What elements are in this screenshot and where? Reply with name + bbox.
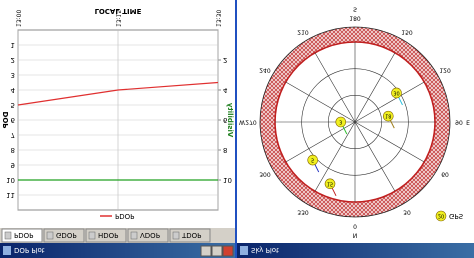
tab-icon [4,231,12,240]
azimuth-line [285,81,356,123]
azimuth-line [285,121,356,163]
compass-label: W [239,119,245,126]
maximize-button[interactable] [211,245,223,257]
x-tick-label: 13:00 [15,10,22,27]
compass-label: S [353,6,357,13]
chart-title: LOCAL TIME [95,7,142,15]
y-tick-label: 11 [6,191,15,199]
satellite-id: 30 [393,89,399,95]
y-tick-label: 8 [11,146,15,154]
satellite-id: 5 [311,157,314,163]
y-axis-label: DOP [2,112,10,129]
satellite[interactable] [391,87,402,99]
legend-symbol-text: 20 [438,213,444,219]
azimuth-label: 240 [259,67,271,74]
y-tick-label: 6 [11,116,16,124]
y2-tick-label: 8 [223,146,227,154]
satellite-id: 3 [339,119,342,125]
y-tick-label: 7 [11,131,15,139]
azimuth-label: 210 [297,28,309,35]
divider [235,0,237,258]
satellite[interactable] [307,154,319,166]
tab-icon [172,231,180,240]
satellite[interactable] [382,110,394,122]
azimuth-label: 300 [259,171,271,178]
tab-icon [46,231,54,240]
tab-icon [88,231,96,240]
y-tick-label: 2 [11,56,15,64]
azimuth-line [314,52,356,123]
title-bar [237,243,474,258]
y2-axis-label: Visibility [226,102,234,137]
y2-tick-label: 2 [223,56,227,64]
azimuth-line [354,121,396,192]
chart-panel [0,0,235,228]
tab[interactable] [1,228,43,243]
tab-label: VDOP [140,231,160,239]
satellite[interactable] [335,116,347,128]
satellite[interactable] [324,178,336,190]
y2-tick-label: 10 [223,176,232,184]
tab-label: HDOP [98,231,118,239]
x-tick-label: 13:30 [215,10,222,27]
y2-tick-label: 6 [223,116,228,124]
icon [3,246,11,255]
azimuth-label: 90 [455,119,463,126]
azimuth-line [354,52,396,123]
azimuth-label: 0 [353,223,357,230]
azimuth-label: 30 [403,209,411,216]
tab[interactable] [169,228,211,243]
y2-tick-label: 4 [223,86,228,94]
azimuth-label: 330 [297,209,309,216]
y-tick-label: 3 [11,71,15,79]
close-button[interactable] [222,245,234,257]
tab[interactable] [85,228,127,243]
satellite-id: 15 [327,180,333,186]
x-tick-label: 13:15 [115,10,122,27]
window-title: DOP Plot [14,246,45,254]
series-line [17,81,219,106]
tab-label: PDOP [14,231,33,239]
icon [240,246,248,255]
y-tick-label: 4 [11,86,16,94]
compass-label: E [466,119,470,126]
azimuth-line [354,81,425,123]
azimuth-label: 270 [245,119,257,126]
satellite-id: 18 [385,113,391,119]
window-title: Sky Plot [251,246,279,254]
tab-label: TDOP [181,231,201,239]
minimize-button[interactable] [200,245,212,257]
compass-label: N [353,232,358,239]
legend-label: PDOP [115,212,134,220]
tab[interactable] [127,228,169,243]
azimuth-label: 150 [401,28,413,35]
azimuth-line [354,121,425,163]
tab-label: GDOP [56,231,77,239]
azimuth-label: 120 [439,67,451,74]
y-tick-label: 10 [6,176,15,184]
tab-icon [130,231,138,240]
legend-label: GPS [449,212,464,220]
azimuth-line [314,121,356,192]
title-bar [0,243,235,258]
tab[interactable] [43,228,85,243]
y-tick-label: 9 [11,161,15,169]
y-tick-label: 1 [11,41,15,49]
y-tick-label: 5 [11,101,15,109]
legend-symbol [435,210,447,222]
azimuth-label: 60 [441,171,449,178]
azimuth-label: 180 [349,15,361,22]
